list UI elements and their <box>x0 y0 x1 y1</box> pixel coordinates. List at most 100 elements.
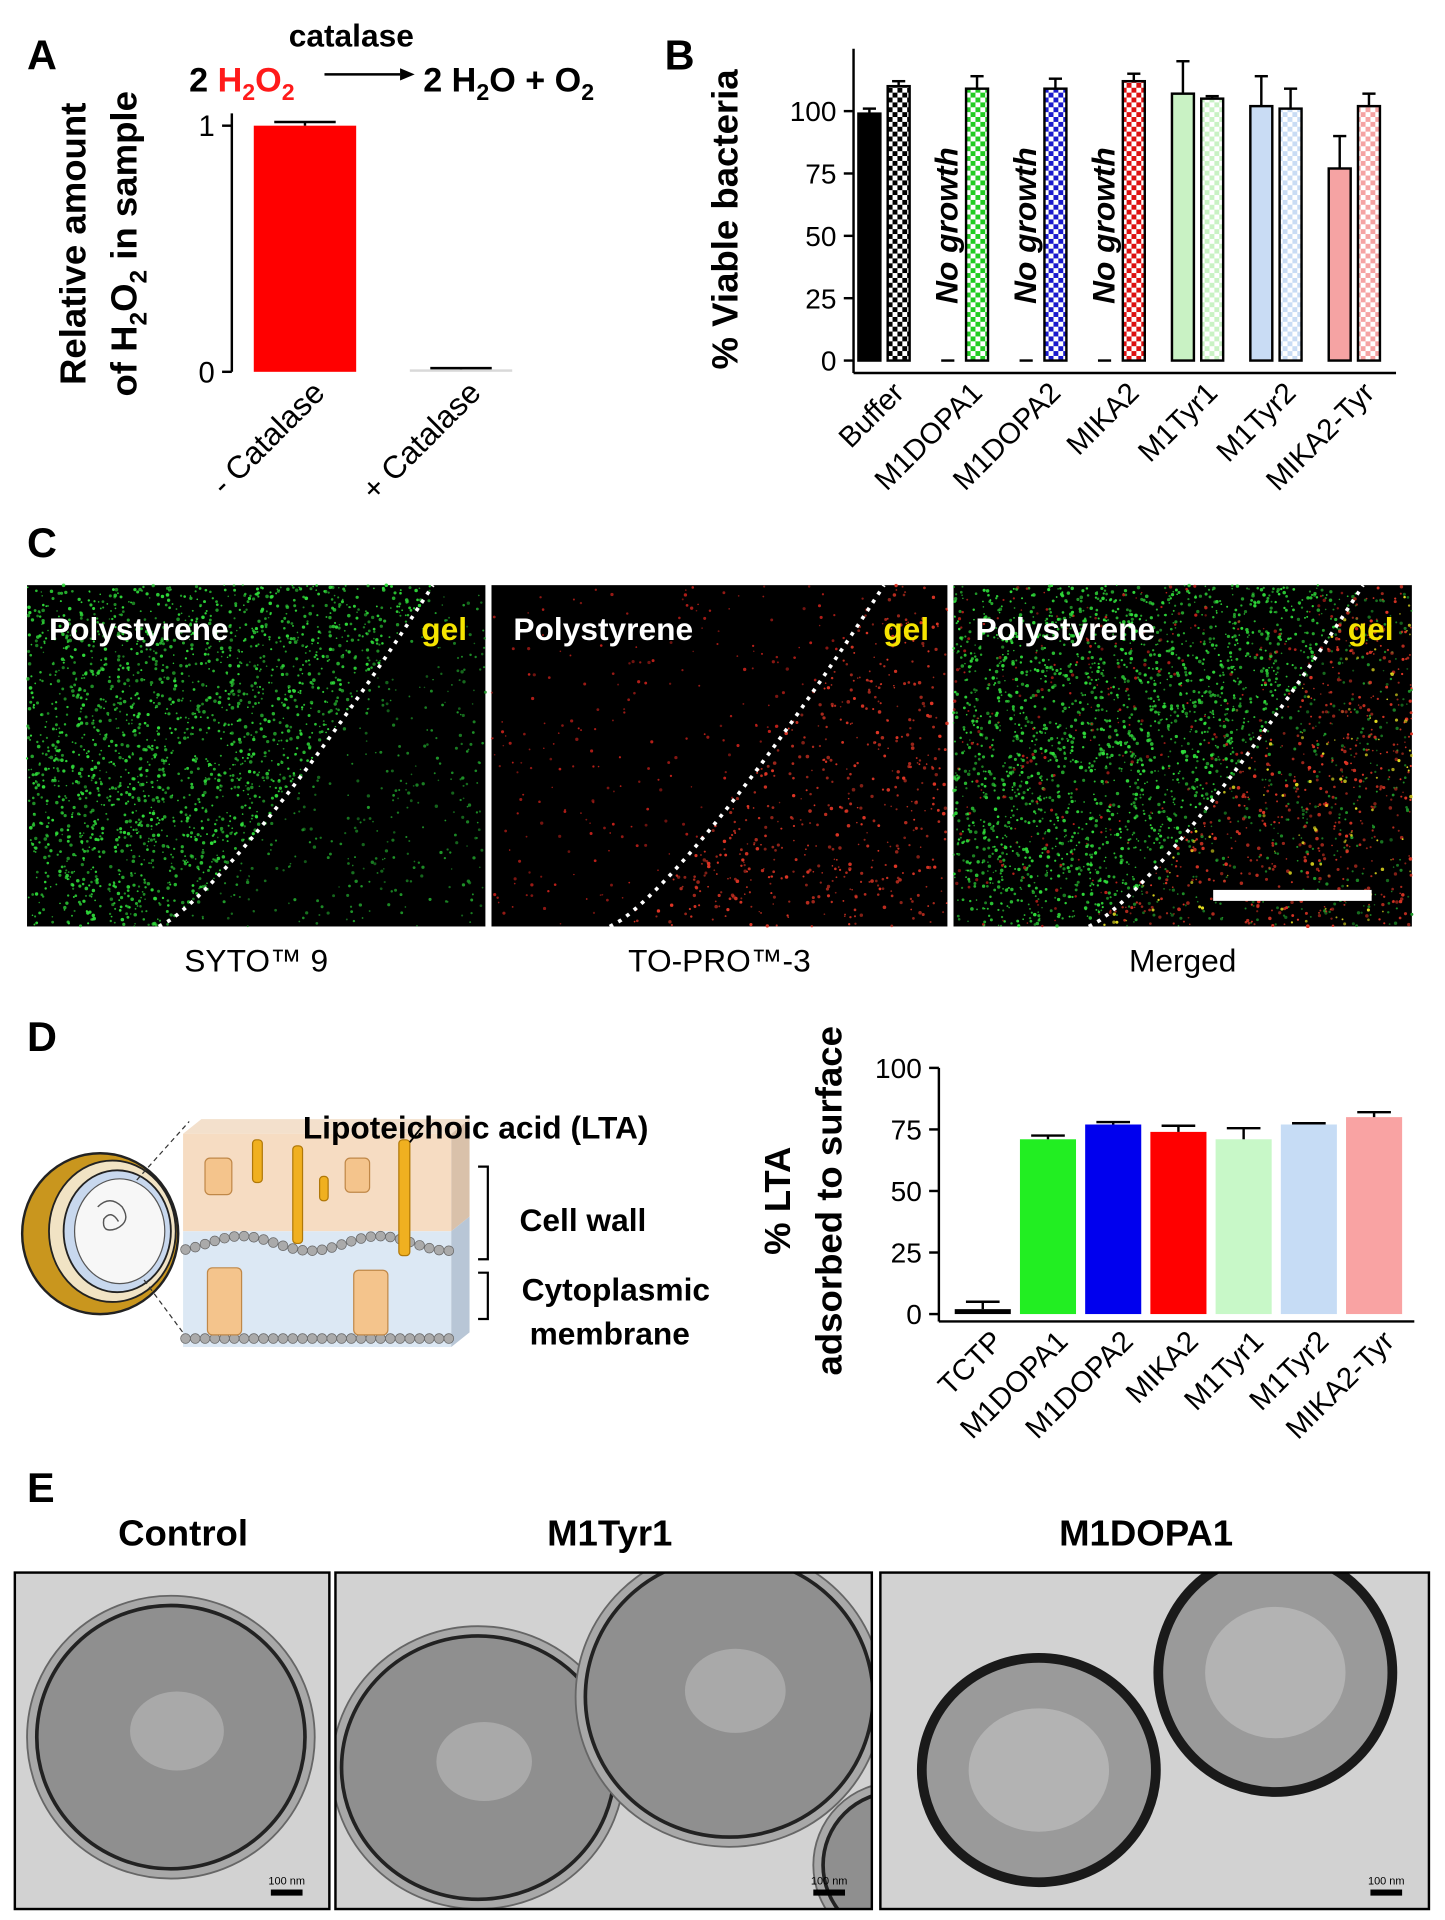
signal-dot <box>1130 755 1133 758</box>
signal-dot <box>692 586 695 589</box>
signal-dot <box>177 772 180 775</box>
signal-dot <box>1248 588 1250 590</box>
signal-dot <box>59 731 62 734</box>
signal-dot <box>1117 659 1119 661</box>
signal-dot <box>51 703 53 705</box>
signal-dot <box>59 850 62 853</box>
signal-dot <box>149 699 152 702</box>
signal-dot <box>975 874 979 878</box>
signal-dot <box>1054 860 1056 862</box>
signal-dot <box>322 713 325 716</box>
signal-dot <box>718 630 720 632</box>
signal-dot <box>223 724 225 726</box>
signal-dot <box>122 733 125 736</box>
signal-dot <box>884 804 886 806</box>
signal-dot <box>290 863 292 865</box>
signal-dot <box>1238 704 1242 708</box>
signal-dot <box>350 910 353 913</box>
y-axis-label: % LTA <box>757 1147 798 1255</box>
signal-dot <box>119 664 121 666</box>
signal-dot <box>786 914 788 916</box>
signal-dot <box>791 745 794 748</box>
signal-dot <box>981 871 984 874</box>
signal-dot <box>1030 670 1032 672</box>
signal-dot <box>125 820 129 824</box>
signal-dot <box>1050 737 1053 740</box>
signal-dot <box>147 845 149 847</box>
signal-dot <box>99 835 101 837</box>
signal-dot <box>1070 606 1073 609</box>
signal-dot <box>696 836 698 838</box>
signal-dot <box>150 825 152 827</box>
signal-dot <box>659 788 662 791</box>
signal-dot <box>251 783 253 785</box>
signal-dot <box>954 691 957 694</box>
signal-dot <box>174 677 176 679</box>
signal-dot <box>303 704 305 706</box>
signal-dot <box>347 635 350 638</box>
signal-dot <box>1081 828 1083 830</box>
signal-dot <box>691 786 692 787</box>
signal-dot <box>90 768 93 771</box>
signal-dot <box>917 788 919 790</box>
signal-dot <box>206 833 208 835</box>
signal-dot <box>1153 860 1156 863</box>
signal-dot <box>262 735 265 738</box>
signal-dot <box>77 723 80 726</box>
signal-dot <box>692 651 694 653</box>
signal-dot <box>1196 756 1199 759</box>
signal-dot <box>176 712 178 714</box>
signal-dot <box>825 726 827 728</box>
signal-dot <box>807 845 809 847</box>
signal-dot <box>878 701 880 703</box>
signal-dot <box>1124 652 1127 655</box>
panel-label: E <box>27 1464 55 1511</box>
signal-dot <box>251 814 253 816</box>
signal-dot <box>58 780 59 781</box>
signal-dot <box>1232 751 1235 754</box>
signal-dot <box>770 816 773 819</box>
signal-dot <box>64 795 66 797</box>
signal-dot <box>229 768 231 770</box>
diagram-label: Cytoplasmic <box>522 1272 710 1308</box>
signal-dot <box>693 894 696 897</box>
signal-dot <box>318 672 321 675</box>
signal-dot <box>441 604 443 606</box>
signal-dot <box>197 868 199 870</box>
signal-dot <box>407 853 409 855</box>
signal-dot <box>1214 648 1216 650</box>
signal-dot <box>266 740 269 743</box>
signal-dot <box>42 908 45 911</box>
signal-dot <box>64 865 66 867</box>
signal-dot <box>835 763 837 765</box>
signal-dot <box>1209 641 1211 643</box>
signal-dot <box>60 758 64 762</box>
signal-dot <box>740 897 742 899</box>
signal-dot <box>98 670 101 673</box>
signal-dot <box>995 597 997 599</box>
signal-dot <box>1071 916 1073 918</box>
signal-dot <box>827 804 829 806</box>
signal-dot <box>1239 680 1242 683</box>
lipid <box>190 1334 200 1344</box>
signal-dot <box>772 903 774 905</box>
signal-dot <box>268 636 271 639</box>
signal-dot <box>985 737 988 740</box>
signal-dot <box>1135 793 1139 797</box>
signal-dot <box>102 757 105 760</box>
signal-dot <box>300 769 302 771</box>
signal-dot <box>736 655 738 657</box>
signal-dot <box>1183 708 1185 710</box>
signal-dot <box>1057 874 1060 877</box>
signal-dot <box>115 838 119 842</box>
signal-dot <box>290 637 293 640</box>
signal-dot <box>260 727 263 730</box>
signal-dot <box>158 702 161 705</box>
signal-dot <box>265 772 269 776</box>
signal-dot <box>840 719 842 721</box>
signal-dot <box>1132 793 1134 795</box>
signal-dot <box>38 912 41 915</box>
signal-dot <box>81 677 83 679</box>
signal-dot <box>405 789 407 791</box>
signal-dot <box>1019 774 1021 776</box>
